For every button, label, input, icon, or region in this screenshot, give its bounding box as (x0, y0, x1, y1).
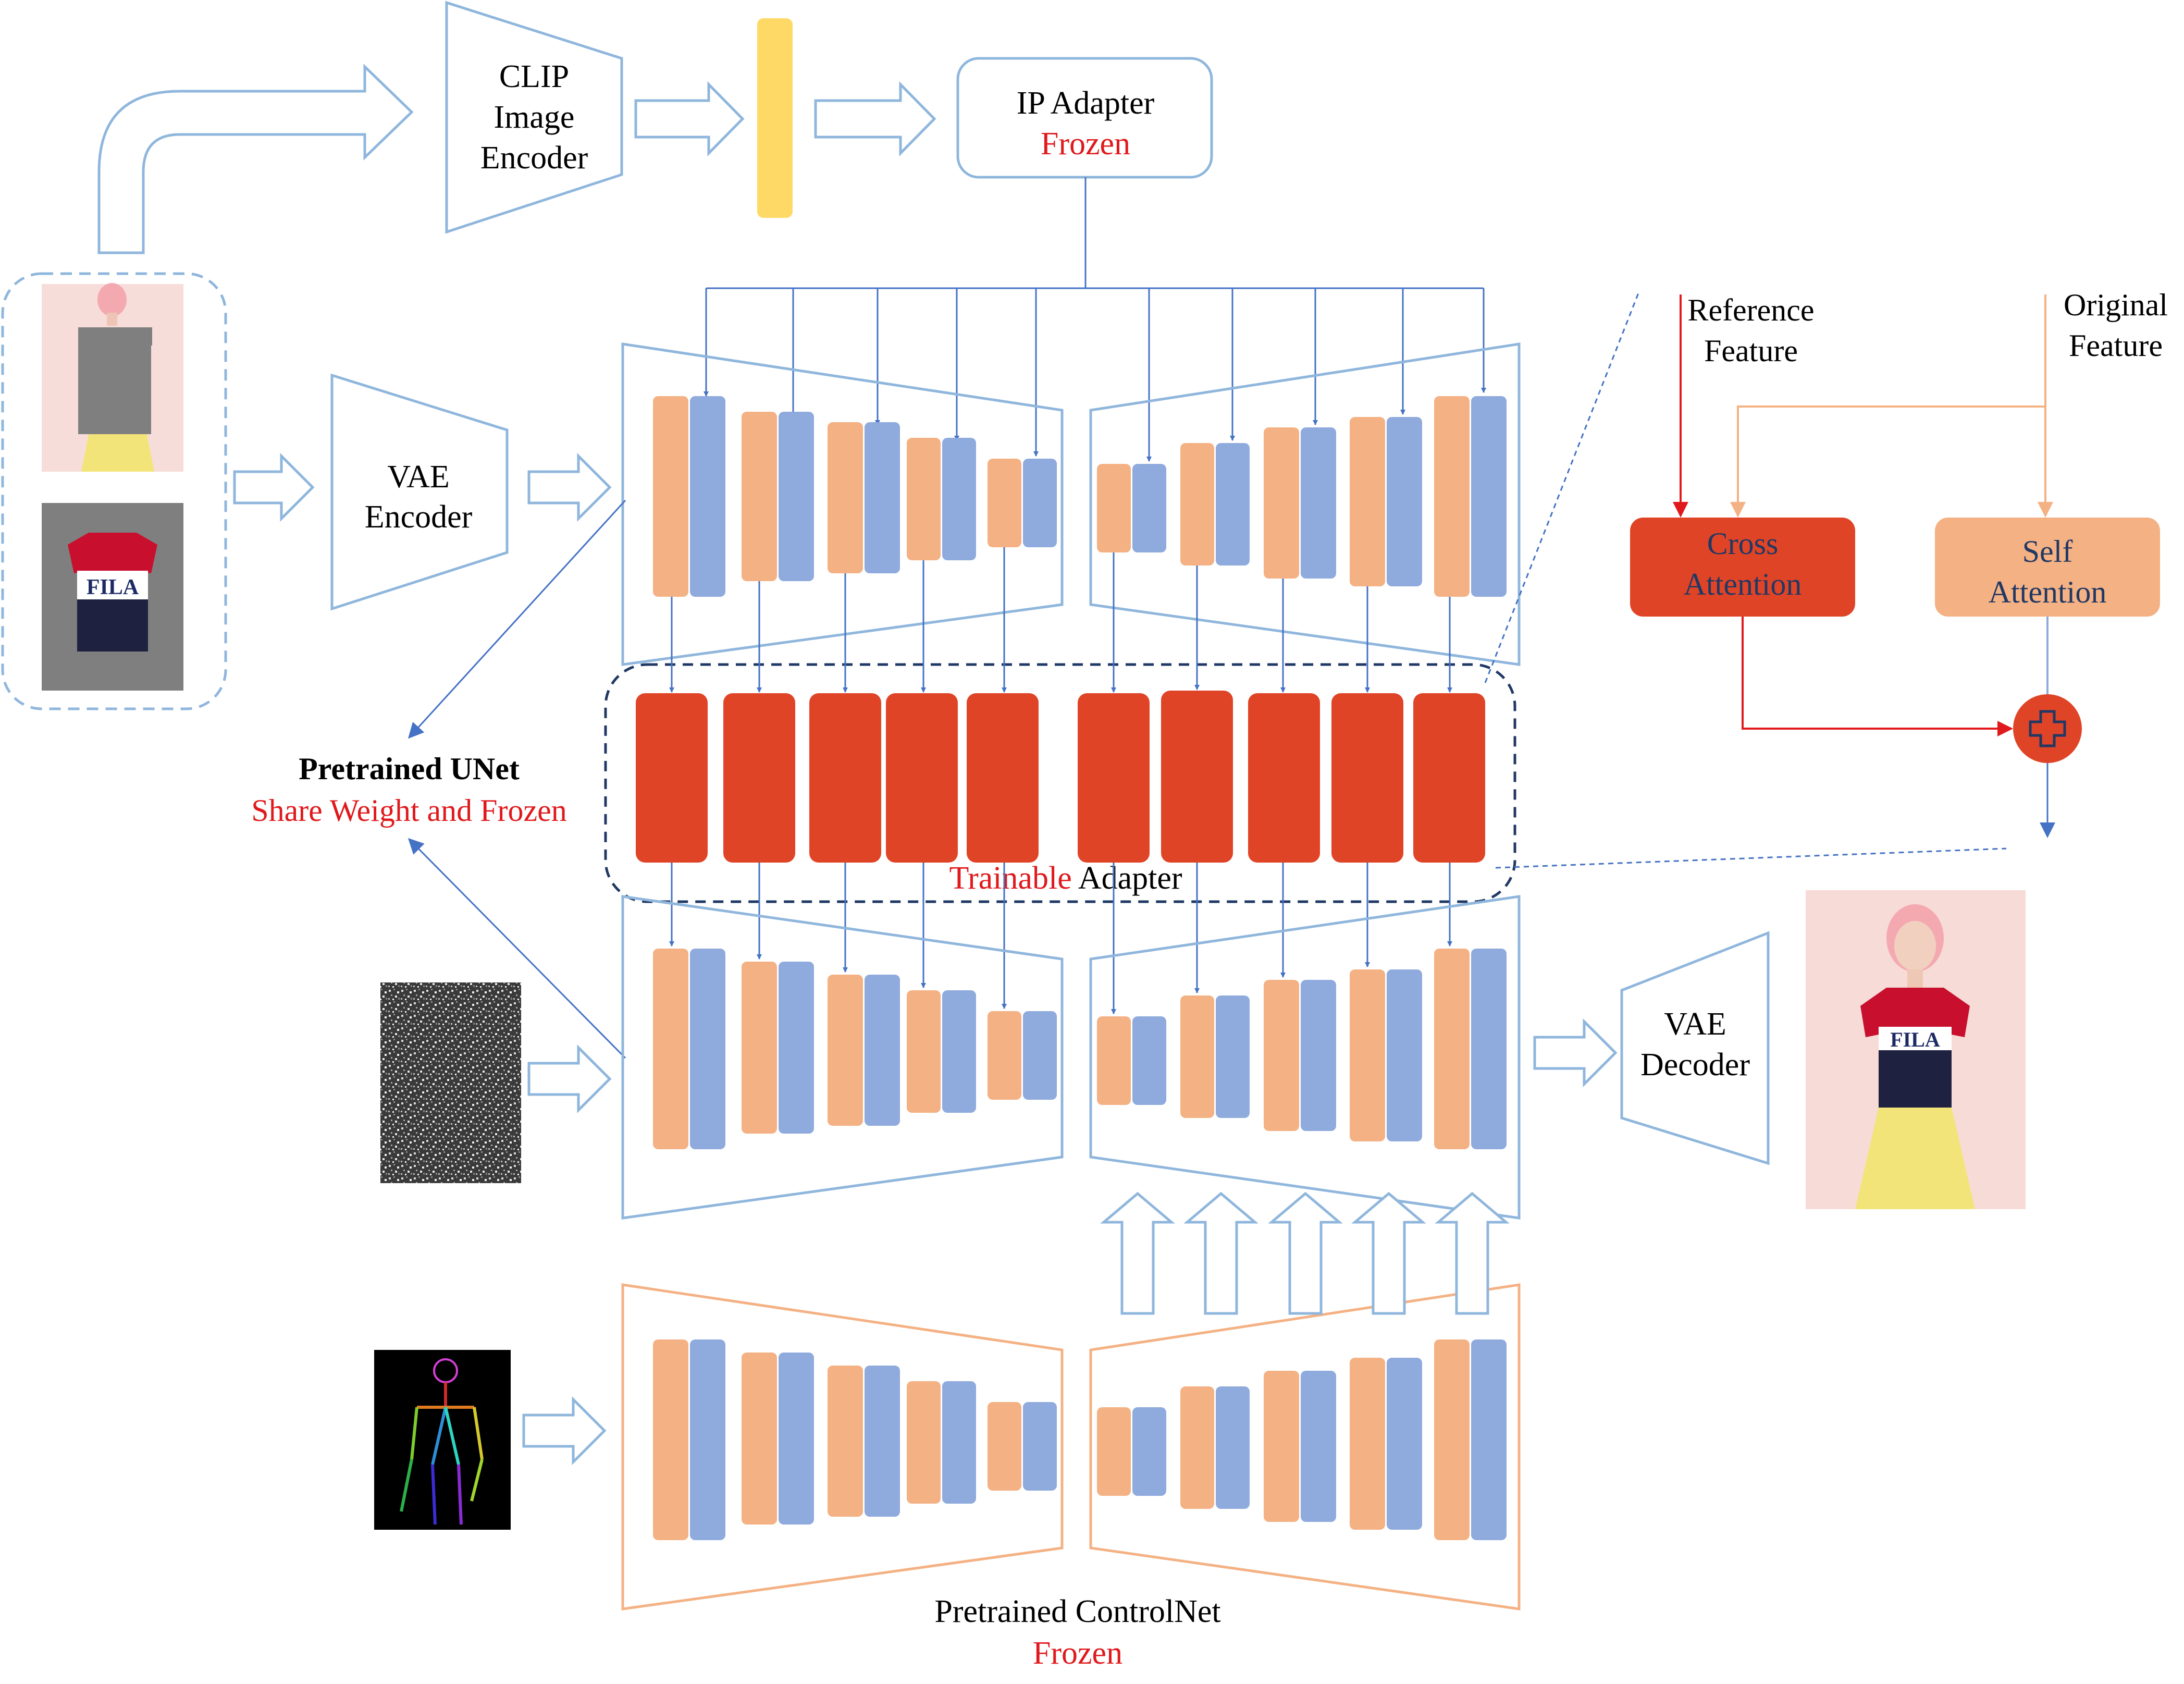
arrow-denoise-unet-to-label (408, 838, 626, 1059)
original-feature-label-1: Original (2064, 288, 2168, 322)
vae-encoder-label-2: Encoder (365, 499, 473, 535)
arrow-input-to-vae-encoder (233, 452, 315, 522)
reference-unet-decoder-outline (1089, 342, 1521, 666)
adapter-dashed-outline (604, 663, 1516, 903)
reference-unet (621, 342, 1521, 666)
vae-decoder-label-1: VAE (1664, 1006, 1726, 1042)
arrows-ref-to-adapter (669, 547, 1452, 693)
ip-adapter-box: IP Adapter Frozen (956, 57, 1213, 179)
clip-label-2: Image (494, 100, 575, 135)
cross-attention-label-2: Attention (1684, 567, 1802, 601)
self-attention-block (1935, 518, 2160, 617)
vae-encoder: VAE Encoder (330, 373, 509, 611)
arrow-original-to-cross (1730, 405, 2045, 518)
arrow-unet-to-vae-decoder (1533, 1018, 1618, 1088)
zoom-line-bottom (1495, 847, 2007, 869)
reference-unet-layers (653, 396, 1507, 597)
masked-person-image (42, 283, 183, 472)
adapter-blocks (636, 691, 1485, 863)
pretrained-unet-subtitle: Share Weight and Frozen (251, 793, 567, 828)
arrow-noise-to-unet (527, 1044, 612, 1114)
pretrained-unet-label: Pretrained UNet Share Weight and Frozen (251, 752, 567, 828)
add-icon (2013, 694, 2082, 763)
arrow-pose-to-controlnet (522, 1396, 607, 1466)
vae-encoder-label-1: VAE (387, 459, 449, 495)
self-attention-label-2: Attention (1989, 575, 2107, 609)
arrow-cross-to-add (1742, 617, 2013, 736)
controlnet-status: Frozen (1033, 1636, 1122, 1671)
controlnet-residual-arrows (1100, 1191, 1510, 1315)
adapter-caption-prefix: Trainable (949, 861, 1071, 896)
vae-decoder-label-2: Decoder (1640, 1047, 1750, 1083)
cross-attention-label-1: Cross (1707, 526, 1779, 561)
adapter-caption: Trainable Adapter (949, 861, 1182, 896)
controlnet-layers (653, 1339, 1507, 1540)
reference-feature-label-2: Feature (1704, 334, 1798, 368)
ip-adapter-distribution (704, 177, 1486, 462)
ip-adapter-status: Frozen (1041, 126, 1130, 162)
reference-unet-encoder-outline (621, 342, 1064, 666)
ip-adapter-title: IP Adapter (1017, 85, 1155, 121)
image-embedding-token (757, 18, 793, 218)
denoising-unet-encoder-outline (621, 895, 1064, 1220)
curved-arrow-to-clip (97, 64, 414, 254)
arrow-token-to-ip-adapter (814, 81, 936, 157)
reference-feature-label-1: Reference (1687, 293, 1814, 327)
original-feature-label-2: Feature (2069, 328, 2163, 363)
clip-label-1: CLIP (499, 59, 569, 94)
adapter-caption-suffix: Adapter (1072, 861, 1182, 896)
output-logo-text: FILA (1890, 1028, 1940, 1051)
cross-attention-block (1630, 518, 1855, 617)
clip-image-encoder: CLIP Image Encoder (445, 1, 623, 234)
garment-image: FILA (42, 503, 183, 691)
controlnet-title: Pretrained ControlNet (934, 1594, 1220, 1629)
denoising-unet-layers (653, 949, 1507, 1149)
zoom-line-top (1484, 291, 1640, 683)
attention-detail: Reference Feature Original Feature Cross… (1484, 288, 2168, 869)
pretrained-unet-title: Pretrained UNet (299, 752, 520, 786)
arrows-adapter-to-denoise (669, 863, 1452, 1014)
arrow-ref-unet-to-label (408, 499, 626, 739)
pose-image (374, 1350, 511, 1530)
clip-label-3: Encoder (480, 140, 588, 176)
output-image: FILA (1806, 890, 2026, 1209)
denoising-unet (621, 895, 1521, 1220)
arrow-clip-to-token (634, 81, 745, 157)
trainable-adapter: Trainable Adapter (604, 663, 1516, 903)
arrow-vae-to-reference-unet (527, 452, 612, 522)
controlnet-encoder-outline (621, 1283, 1064, 1611)
controlnet: Pretrained ControlNet Frozen (621, 1283, 1521, 1671)
noise-latent-image (380, 982, 521, 1183)
denoising-unet-decoder-outline (1089, 895, 1521, 1220)
vae-decoder: VAE Decoder (1620, 931, 1770, 1165)
self-attention-label-1: Self (2022, 534, 2073, 569)
input-images-group: FILA (1, 272, 227, 710)
garment-logo-text: FILA (87, 575, 139, 599)
